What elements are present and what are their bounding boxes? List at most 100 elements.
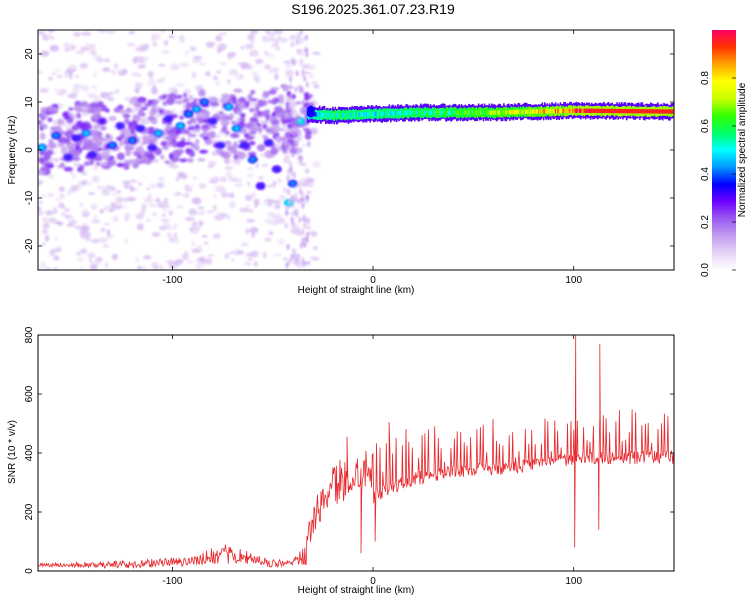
noise-speck: [295, 70, 299, 77]
signal-core-segment: [475, 110, 477, 115]
noise-speck: [247, 173, 254, 178]
noise-speck: [291, 151, 295, 158]
spectrogram-y-tick-label: 10: [24, 96, 35, 108]
noise-blob-core: [156, 131, 161, 135]
signal-core-segment: [640, 109, 642, 114]
noise-speck: [305, 51, 309, 58]
signal-core-segment: [605, 108, 607, 114]
noise-speck: [49, 45, 60, 52]
noise-speck: [50, 35, 55, 41]
signal-core-segment: [618, 108, 621, 114]
noise-speck: [264, 50, 268, 56]
signal-core-segment: [409, 110, 411, 115]
signal-core-segment: [478, 110, 481, 115]
noise-speck: [100, 151, 110, 160]
signal-core-segment: [565, 108, 568, 113]
noise-speck: [260, 110, 269, 117]
noise-speck: [270, 147, 278, 156]
noise-speck: [289, 128, 293, 135]
noise-speck: [147, 99, 154, 104]
noise-speck: [256, 123, 262, 127]
noise-speck: [60, 146, 68, 155]
noise-speck: [165, 141, 171, 147]
noise-speck: [53, 255, 60, 261]
noise-speck: [125, 148, 131, 157]
noise-speck: [255, 58, 264, 65]
noise-speck: [198, 117, 204, 124]
signal-core-segment: [403, 110, 405, 116]
signal-start-blob: [306, 105, 315, 118]
noise-speck: [45, 209, 54, 216]
noise-speck: [224, 194, 234, 197]
signal-core-segment: [539, 109, 541, 114]
noise-speck: [311, 256, 320, 261]
noise-speck: [276, 238, 286, 245]
noise-speck: [231, 96, 237, 105]
noise-speck: [142, 137, 150, 145]
signal-core-segment: [542, 109, 545, 114]
colorbar-tick-label: 0.0: [700, 263, 711, 277]
noise-speck: [264, 237, 272, 242]
signal-core-segment: [316, 112, 319, 117]
noise-speck: [71, 68, 77, 72]
noise-speck: [191, 248, 202, 253]
noise-speck: [255, 80, 260, 84]
snr-series-line: [38, 335, 674, 570]
snr-x-tick-label: 100: [565, 576, 582, 587]
signal-core-segment: [608, 108, 611, 114]
noise-speck: [57, 74, 62, 78]
noise-speck: [107, 96, 115, 102]
noise-speck: [309, 72, 314, 79]
noise-speck: [101, 186, 110, 192]
noise-speck: [182, 92, 188, 98]
signal-core-segment: [623, 108, 626, 114]
noise-speck: [142, 265, 146, 270]
noise-blob-core: [138, 126, 143, 131]
noise-speck: [112, 215, 119, 223]
signal-core-segment: [616, 108, 618, 114]
noise-speck: [188, 208, 197, 216]
noise-speck: [100, 227, 106, 233]
noise-speck: [156, 78, 165, 84]
noise-blob-core: [242, 143, 247, 147]
noise-speck: [244, 194, 253, 202]
signal-core-segment: [512, 109, 515, 115]
noise-speck: [84, 237, 92, 242]
noise-speck: [174, 259, 184, 265]
noise-speck: [40, 50, 50, 57]
noise-speck: [147, 79, 156, 87]
spectrogram-background: [38, 30, 674, 270]
noise-speck: [273, 205, 281, 210]
signal-core-segment: [328, 113, 331, 118]
signal-core-segment: [474, 110, 476, 115]
noise-speck: [71, 46, 77, 50]
signal-core-segment: [524, 109, 527, 114]
signal-core-segment: [345, 112, 347, 118]
signal-core-segment: [667, 109, 670, 114]
signal-core-segment: [326, 112, 328, 118]
noise-speck: [98, 162, 109, 167]
noise-speck: [58, 186, 65, 192]
noise-speck: [194, 266, 202, 270]
signal-core-segment: [664, 109, 666, 114]
noise-speck: [168, 92, 178, 101]
noise-speck: [220, 187, 227, 195]
noise-speck: [55, 197, 60, 201]
noise-speck: [110, 201, 116, 209]
signal-core-segment: [387, 111, 390, 116]
noise-speck: [295, 101, 303, 105]
noise-speck: [190, 228, 199, 235]
noise-speck: [243, 132, 249, 138]
noise-speck: [46, 174, 55, 179]
noise-speck: [226, 171, 232, 178]
noise-speck: [306, 231, 310, 238]
noise-speck: [137, 265, 143, 270]
signal-core-segment: [428, 110, 431, 115]
signal-core-segment: [356, 112, 358, 117]
signal-core-segment: [648, 109, 651, 114]
signal-core-segment: [442, 110, 445, 115]
noise-speck: [277, 94, 285, 102]
noise-speck: [191, 240, 196, 247]
signal-core-segment: [660, 109, 663, 114]
signal-core-segment: [457, 110, 459, 115]
